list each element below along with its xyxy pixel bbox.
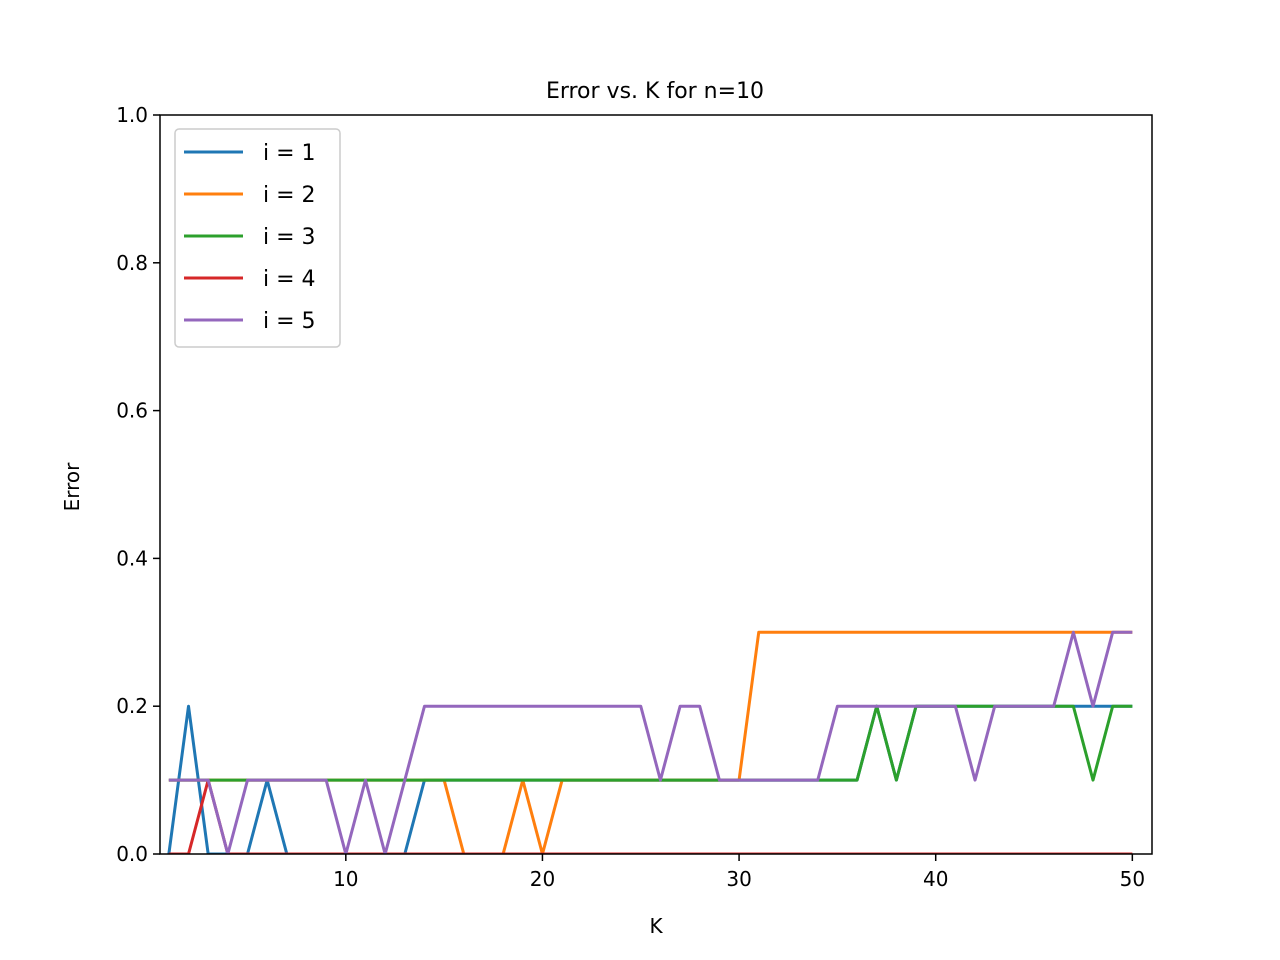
x-tick-label: 50 — [1120, 867, 1145, 891]
legend-label: i = 4 — [263, 267, 316, 292]
x-tick-label: 30 — [726, 867, 751, 891]
y-tick-label: 0.8 — [116, 251, 148, 275]
x-axis: 10 20 30 40 50 — [333, 854, 1145, 891]
legend-label: i = 3 — [263, 225, 316, 250]
plot-frame — [159, 114, 1153, 855]
legend: i = 1 i = 2 i = 3 i = 4 i = 5 — [174, 128, 341, 348]
x-tick-label: 10 — [333, 867, 358, 891]
legend-label: i = 2 — [263, 183, 316, 208]
y-tick-label: 1.0 — [116, 103, 148, 127]
legend-label: i = 1 — [263, 141, 316, 166]
y-tick-label: 0.0 — [116, 842, 148, 866]
plot-lines — [167, 630, 1133, 854]
y-axis: 0.0 0.2 0.4 0.6 0.8 1.0 — [116, 103, 160, 866]
x-tick-label: 40 — [923, 867, 948, 891]
series-line-3 — [168, 704, 1133, 782]
y-tick-label: 0.2 — [116, 694, 148, 718]
y-axis-label: Error — [60, 462, 84, 512]
y-tick-label: 0.4 — [116, 546, 148, 570]
x-axis-label: K — [649, 914, 663, 938]
chart-title: Error vs. K for n=10 — [546, 79, 764, 104]
x-tick-label: 20 — [530, 867, 555, 891]
series-line-5 — [168, 630, 1133, 854]
legend-label: i = 5 — [263, 309, 316, 334]
y-tick-label: 0.6 — [116, 399, 148, 423]
legend-box — [174, 128, 341, 348]
